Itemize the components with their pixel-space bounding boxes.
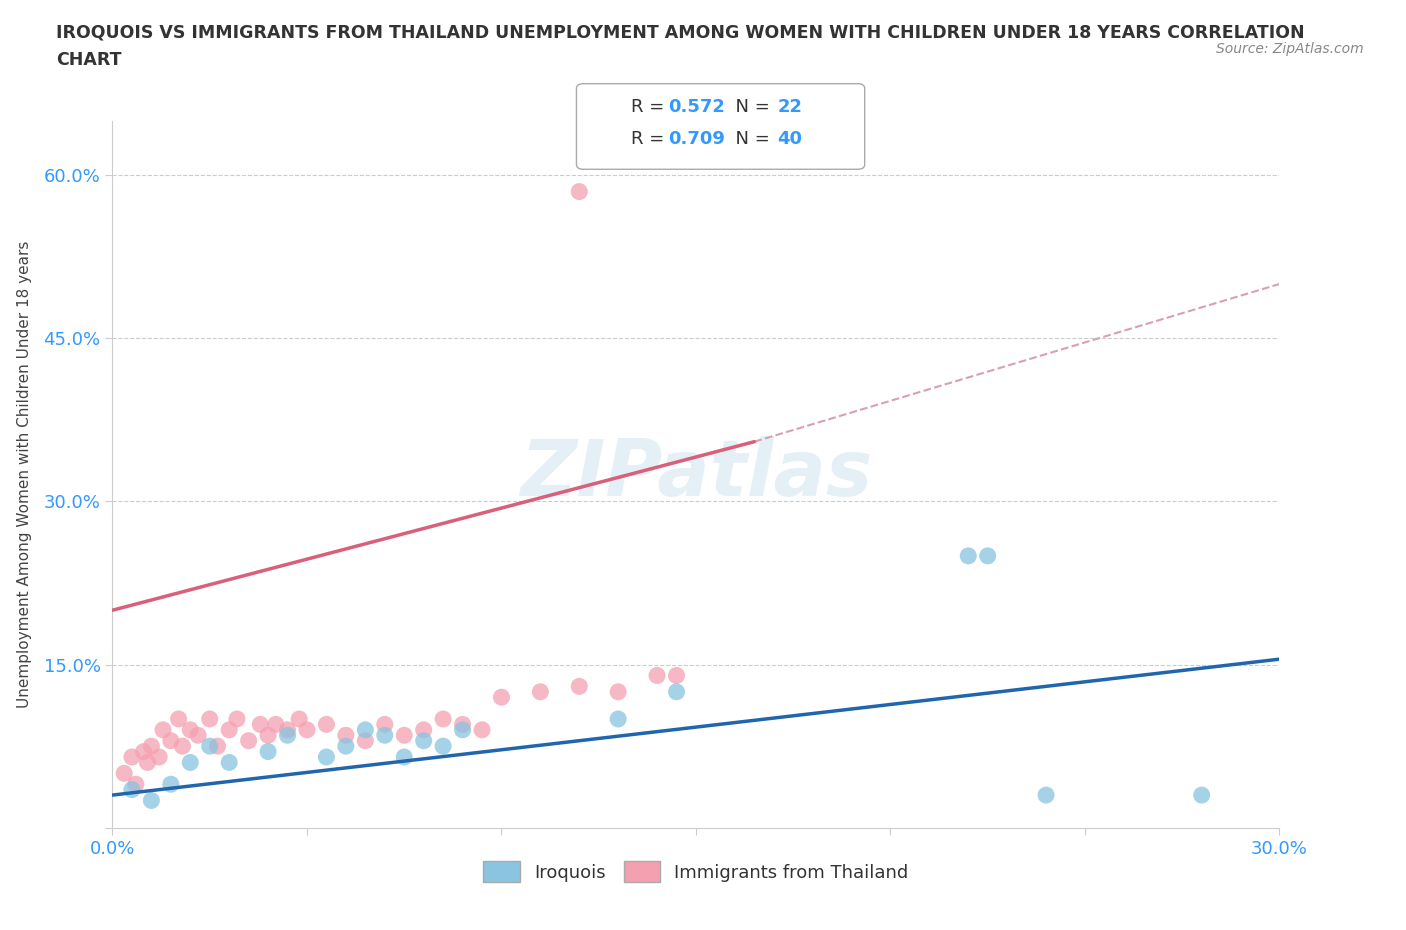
Point — [276, 728, 298, 743]
Point — [198, 711, 221, 726]
Point — [432, 711, 454, 726]
Text: CHART: CHART — [56, 51, 122, 69]
Point — [451, 717, 474, 732]
Point — [1191, 788, 1213, 803]
Point — [665, 684, 688, 699]
Point — [288, 711, 311, 726]
Point — [112, 766, 135, 781]
Legend: Iroquois, Immigrants from Thailand: Iroquois, Immigrants from Thailand — [477, 854, 915, 889]
Point — [121, 750, 143, 764]
Text: ZIPatlas: ZIPatlas — [520, 436, 872, 512]
Point — [141, 793, 163, 808]
Point — [238, 733, 260, 748]
Point — [121, 782, 143, 797]
Point — [187, 728, 209, 743]
Point — [218, 723, 240, 737]
Text: Source: ZipAtlas.com: Source: ZipAtlas.com — [1216, 42, 1364, 56]
Point — [354, 723, 377, 737]
Text: 22: 22 — [778, 98, 803, 116]
Point — [374, 717, 396, 732]
Point — [125, 777, 148, 791]
Point — [226, 711, 249, 726]
Point — [179, 755, 201, 770]
Point — [152, 723, 174, 737]
Point — [412, 733, 434, 748]
Point — [132, 744, 155, 759]
Point — [1035, 788, 1057, 803]
Point — [167, 711, 190, 726]
Point — [451, 723, 474, 737]
Point — [160, 777, 183, 791]
Text: 40: 40 — [778, 130, 803, 149]
Text: 0.572: 0.572 — [668, 98, 724, 116]
Point — [264, 717, 287, 732]
Point — [315, 750, 337, 764]
Point — [295, 723, 318, 737]
Point — [607, 711, 630, 726]
Point — [249, 717, 271, 732]
Point — [257, 744, 280, 759]
Text: N =: N = — [724, 98, 776, 116]
Point — [374, 728, 396, 743]
Text: 0.709: 0.709 — [668, 130, 724, 149]
Text: IROQUOIS VS IMMIGRANTS FROM THAILAND UNEMPLOYMENT AMONG WOMEN WITH CHILDREN UNDE: IROQUOIS VS IMMIGRANTS FROM THAILAND UNE… — [56, 23, 1305, 41]
Point — [136, 755, 159, 770]
Point — [218, 755, 240, 770]
Point — [172, 738, 194, 753]
Point — [276, 723, 298, 737]
Point — [412, 723, 434, 737]
Point — [148, 750, 170, 764]
Point — [394, 750, 416, 764]
Point — [568, 184, 591, 199]
Point — [432, 738, 454, 753]
Point — [335, 728, 357, 743]
Text: R =: R = — [631, 98, 671, 116]
Point — [645, 668, 668, 683]
Point — [471, 723, 494, 737]
Point — [354, 733, 377, 748]
Point — [957, 549, 980, 564]
Point — [335, 738, 357, 753]
Point — [529, 684, 551, 699]
Y-axis label: Unemployment Among Women with Children Under 18 years: Unemployment Among Women with Children U… — [17, 241, 32, 708]
Point — [160, 733, 183, 748]
Point — [257, 728, 280, 743]
Point — [607, 684, 630, 699]
Point — [976, 549, 998, 564]
Point — [665, 668, 688, 683]
Text: N =: N = — [724, 130, 776, 149]
Text: R =: R = — [631, 130, 671, 149]
Point — [568, 679, 591, 694]
Point — [394, 728, 416, 743]
Point — [491, 690, 513, 705]
Point — [179, 723, 201, 737]
Point — [198, 738, 221, 753]
Point — [207, 738, 229, 753]
Point — [315, 717, 337, 732]
Point — [141, 738, 163, 753]
